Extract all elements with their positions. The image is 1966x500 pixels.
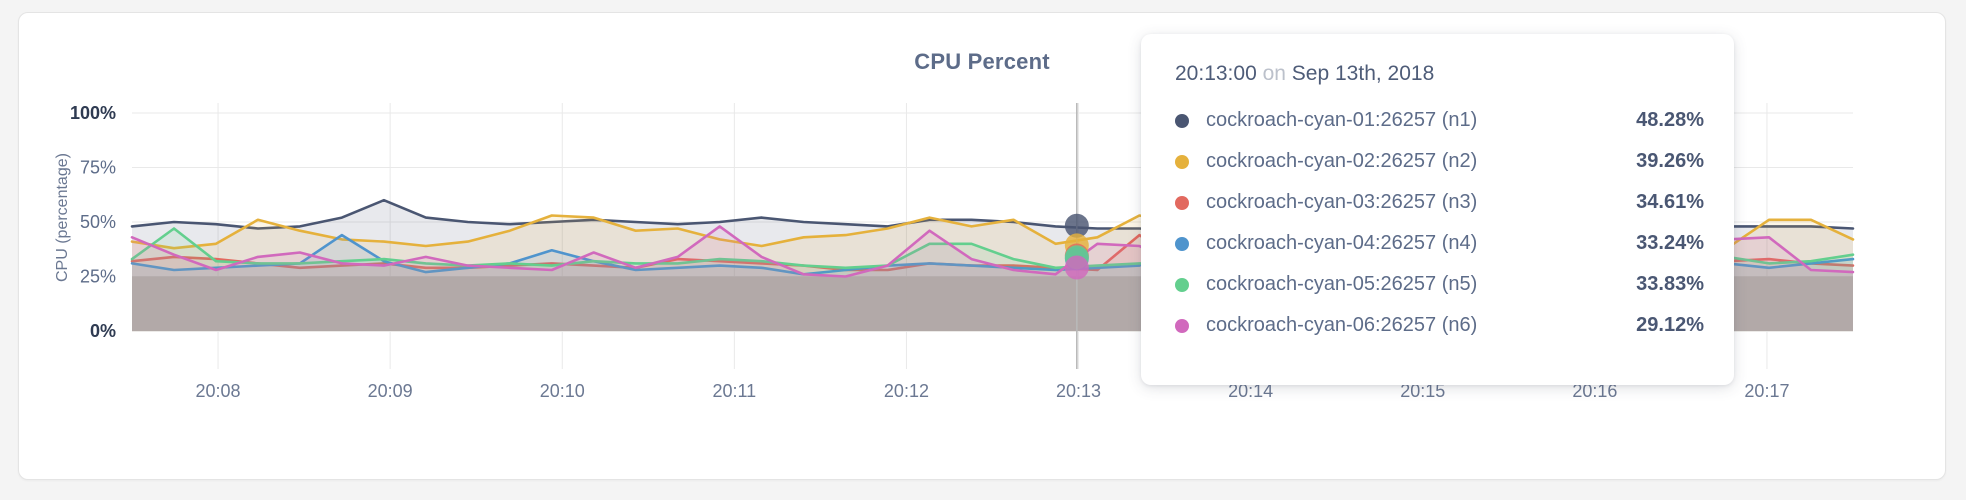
y-tick-label: 50% (80, 212, 116, 232)
tooltip-series-name: cockroach-cyan-03:26257 (n3) (1206, 191, 1478, 213)
series-color-dot-icon (1175, 318, 1189, 333)
tooltip-series-list: cockroach-cyan-01:26257 (n1) 48.28% cockro… (1175, 100, 1704, 346)
tooltip-series-name: cockroach-cyan-06:26257 (n6) (1206, 314, 1478, 336)
series-color-dot-icon (1175, 277, 1189, 292)
series-color-dot-icon (1175, 113, 1189, 128)
hover-tooltip: 20:13:00 on Sep 13th, 2018 cockroach-cya… (1141, 34, 1734, 385)
tooltip-series-name: cockroach-cyan-04:26257 (n4) (1206, 232, 1478, 254)
y-tick-label: 100% (70, 103, 116, 123)
tooltip-row: cockroach-cyan-05:26257 (n5) 33.83% (1175, 264, 1704, 305)
tooltip-series-value: 29.12% (1636, 314, 1704, 336)
tooltip-series-name: cockroach-cyan-01:26257 (n1) (1206, 109, 1478, 131)
tooltip-series-value: 34.61% (1636, 191, 1704, 213)
tooltip-series-value: 33.83% (1636, 273, 1704, 295)
tooltip-series-name: cockroach-cyan-05:26257 (n5) (1206, 273, 1478, 295)
page-title: CPU Percent (914, 49, 1050, 74)
tooltip-row: cockroach-cyan-01:26257 (n1) 48.28% (1175, 100, 1704, 141)
y-axis-title: CPU (percentage) (54, 153, 71, 282)
x-tick-label: 20:15 (1400, 381, 1445, 401)
tooltip-row: cockroach-cyan-03:26257 (n3) 34.61% (1175, 182, 1704, 223)
x-tick-label: 20:16 (1572, 381, 1617, 401)
tooltip-row: cockroach-cyan-02:26257 (n2) 39.26% (1175, 141, 1704, 182)
y-tick-label: 75% (80, 158, 116, 178)
series-color-dot-icon (1175, 195, 1189, 210)
x-tick-label: 20:10 (540, 381, 585, 401)
y-tick-label: 25% (80, 267, 116, 287)
x-tick-label: 20:11 (712, 381, 756, 401)
series-color-dot-icon (1175, 154, 1189, 169)
x-tick-label: 20:12 (884, 381, 929, 401)
tooltip-header: 20:13:00 on Sep 13th, 2018 (1175, 62, 1704, 86)
x-tick-label: 20:08 (196, 381, 241, 401)
x-tick-label: 20:17 (1744, 381, 1789, 401)
tooltip-series-name: cockroach-cyan-02:26257 (n2) (1206, 150, 1478, 172)
tooltip-date: Sep 13th, 2018 (1291, 62, 1435, 85)
series-color-dot-icon (1175, 236, 1189, 251)
tooltip-row: cockroach-cyan-06:26257 (n6) 29.12% (1175, 305, 1704, 346)
cursor-marker-n6 (1064, 255, 1089, 280)
tooltip-series-value: 48.28% (1636, 109, 1704, 131)
x-tick-label: 20:14 (1228, 381, 1273, 401)
tooltip-row: cockroach-cyan-04:26257 (n4) 33.24% (1175, 223, 1704, 264)
tooltip-on-word: on (1262, 62, 1286, 85)
cursor-marker-n1 (1064, 213, 1089, 238)
x-tick-label: 20:13 (1056, 381, 1101, 401)
tooltip-series-value: 33.24% (1636, 232, 1704, 254)
y-tick-label: 0% (90, 321, 116, 341)
tooltip-series-value: 39.26% (1636, 150, 1704, 172)
tooltip-time: 20:13:00 (1175, 62, 1257, 85)
metric-card: CPU Percent 100% 75% 50% 25% 0% CPU (percenta… (18, 12, 1946, 480)
x-tick-label: 20:09 (368, 381, 413, 401)
